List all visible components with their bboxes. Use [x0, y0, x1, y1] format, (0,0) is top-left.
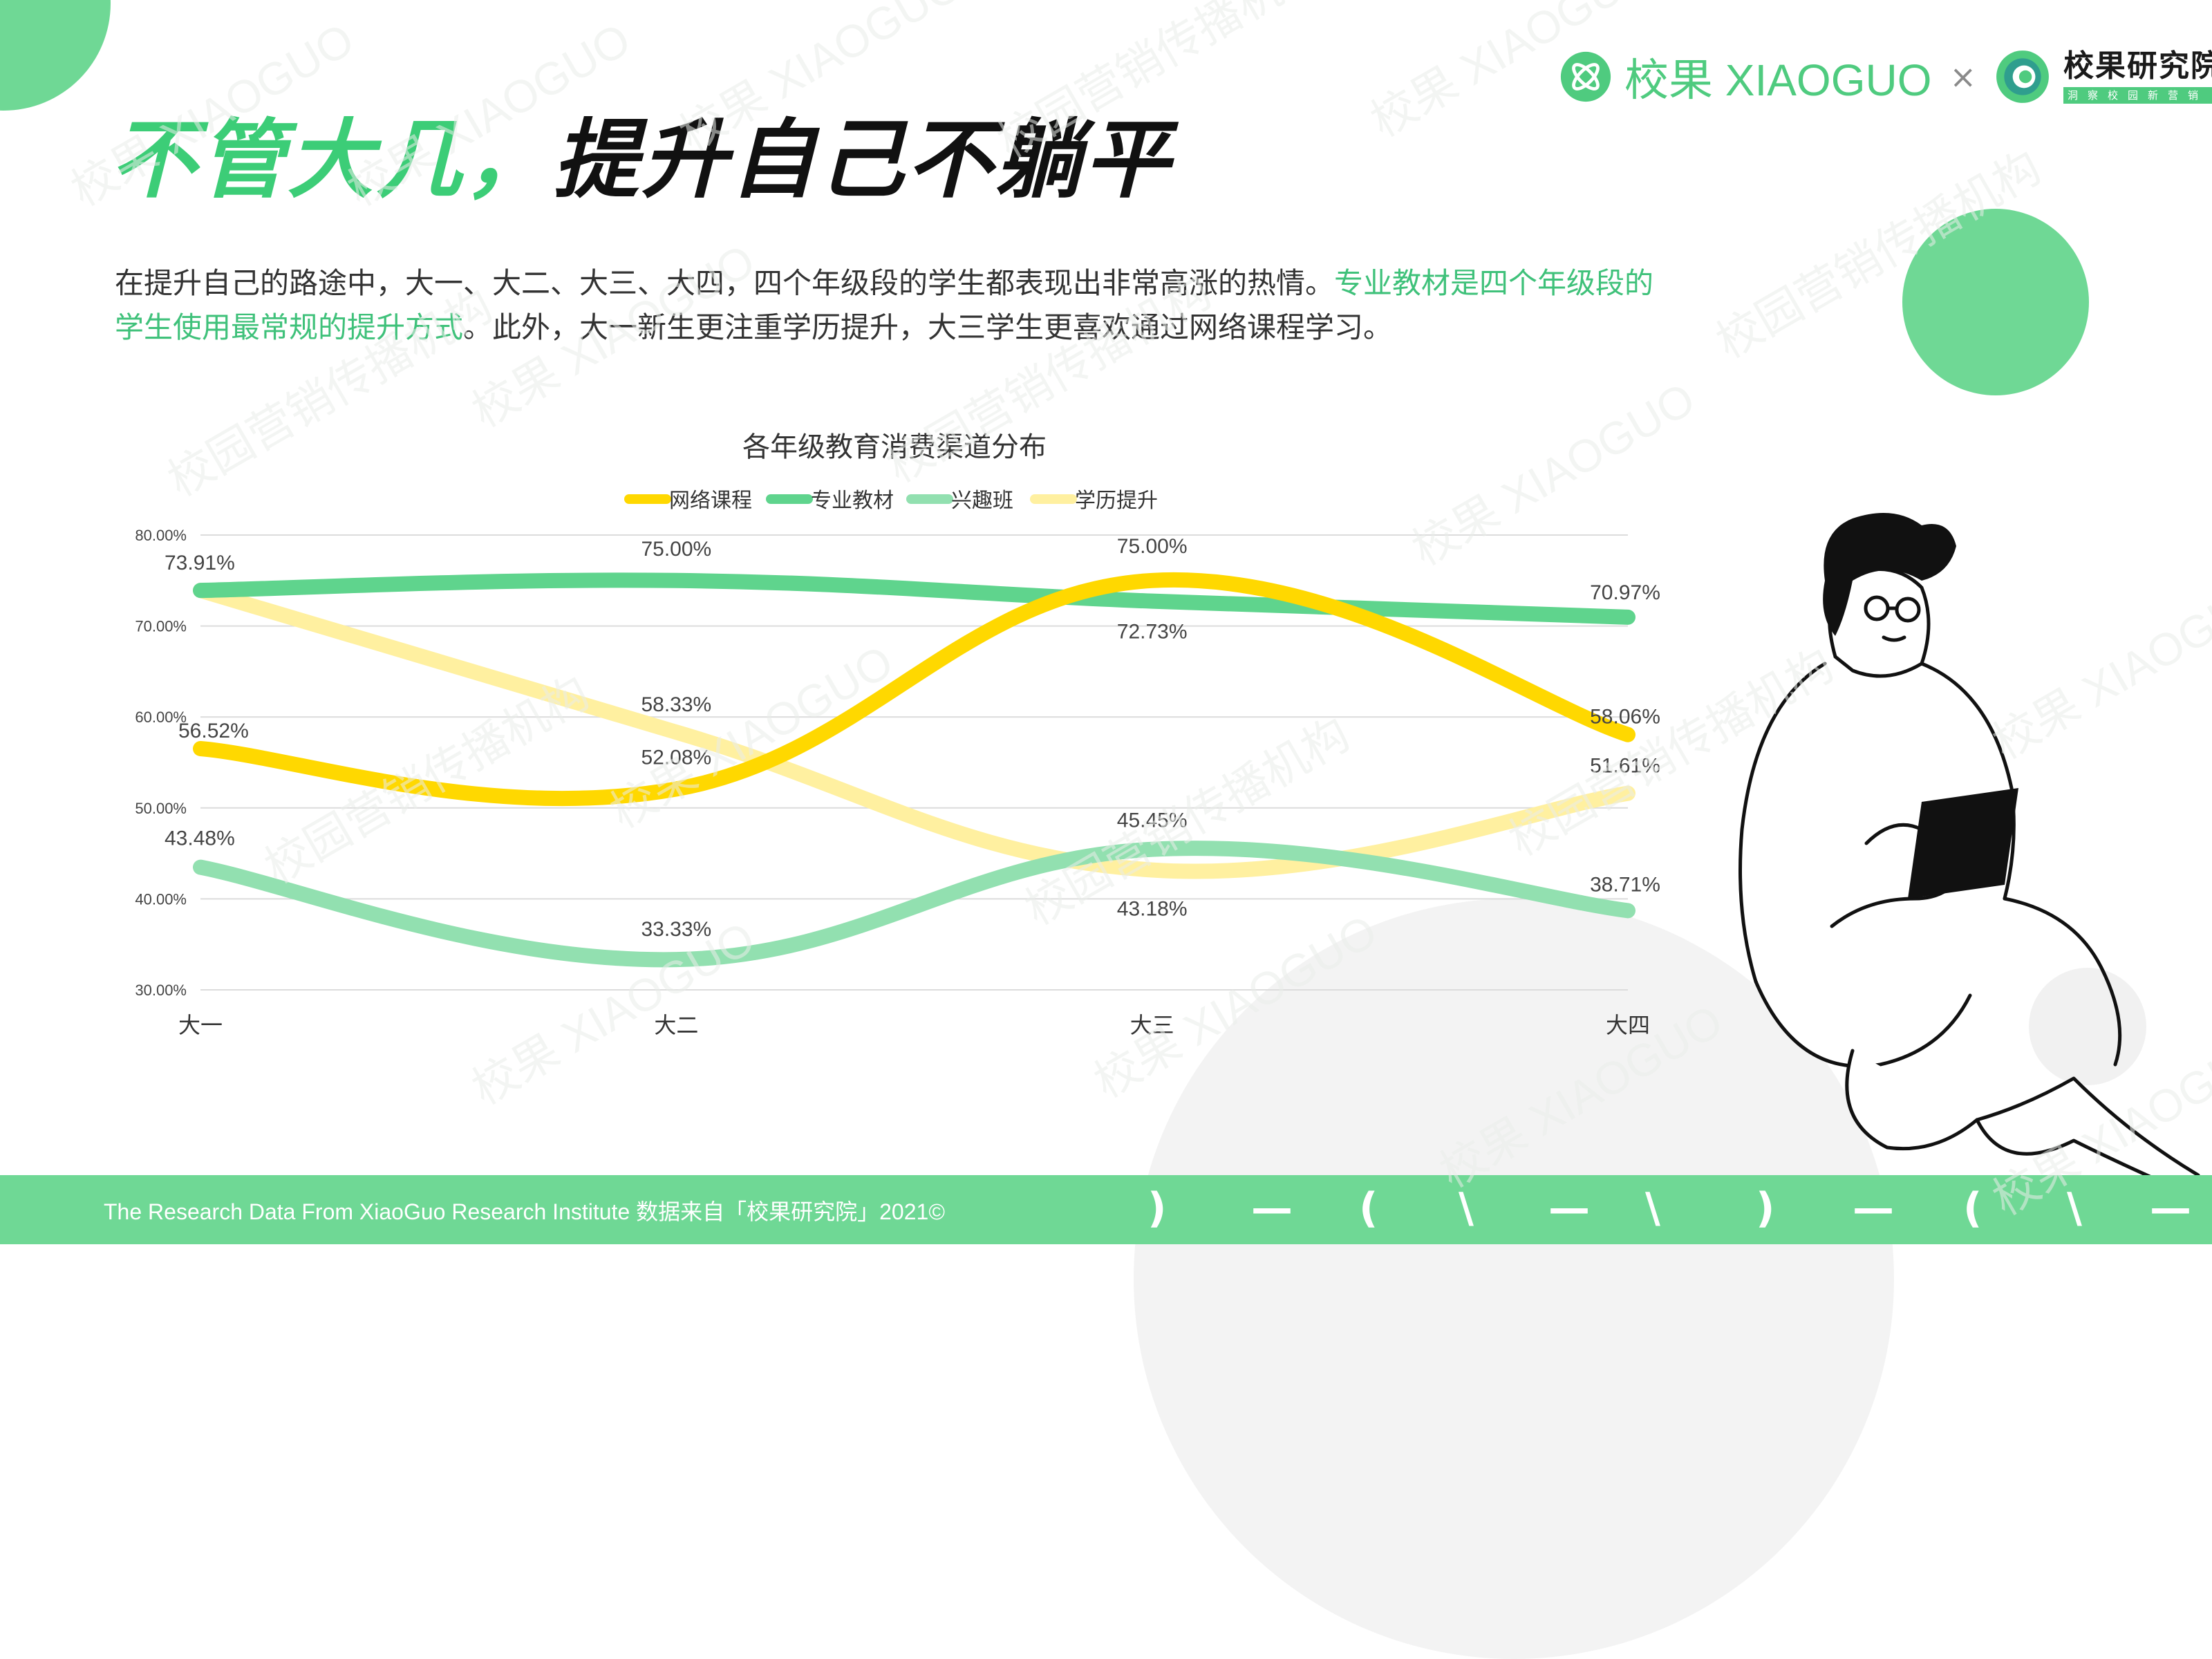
footer-glyph: \: [1459, 1184, 1474, 1232]
y-tick-label: 70.00%: [135, 618, 187, 635]
footer-glyph: ): [1147, 1184, 1167, 1232]
x-tick-label: 大三: [1130, 1012, 1174, 1038]
data-label: 75.00%: [1117, 535, 1188, 558]
data-label: 38.71%: [1590, 873, 1660, 896]
footer-text: The Research Data From XiaoGuo Research …: [104, 1199, 945, 1224]
footer-glyph: \: [1645, 1184, 1660, 1232]
y-tick-label: 30.00%: [135, 982, 187, 999]
intro-highlight: 专业教材是四个年级段的学生使用最常规的提升方式: [115, 266, 1654, 344]
data-label: 43.18%: [1117, 898, 1188, 921]
footer-glyph: —: [1853, 1184, 1894, 1232]
footer-glyph: (: [1359, 1184, 1378, 1232]
footer-glyph: —: [2150, 1184, 2191, 1232]
institute-logo-icon: [1996, 50, 2049, 103]
student-with-tablet-illustration: [1738, 513, 2200, 1191]
y-tick-label: 60.00%: [135, 709, 187, 726]
brand-logos: 校果 XIAOGUO × 校果研究院 洞察校园新营销: [1559, 46, 2212, 108]
footer-glyph: (: [1963, 1184, 1983, 1232]
data-label: 58.06%: [1590, 706, 1660, 729]
decorative-green-circle-right: [1902, 209, 2089, 395]
data-label: 33.33%: [641, 918, 711, 941]
data-label: 52.08%: [641, 746, 711, 769]
page-title: 不管大几，提升自己不躺平: [111, 90, 1172, 214]
y-tick-label: 50.00%: [135, 800, 187, 817]
xiaoguo-brand-text: 校果 XIAOGUO: [1624, 55, 1932, 105]
series-line-2: [193, 841, 1635, 968]
series-line-0: [193, 572, 1635, 807]
decorative-gray-circle-small: [2029, 968, 2146, 1085]
intro-text-part2: 。此外，大一新生更注重学历提升，大三学生更喜欢通过网络课程学习。: [463, 310, 1393, 344]
tablet-device: [1908, 788, 2018, 899]
intro-text-part1: 在提升自己的路途中，大一、大二、大三、大四，四个年级段的学生都表现出非常高涨的热…: [115, 266, 1335, 300]
hair-shape: [1823, 513, 1956, 636]
page-title-part1: 不管大几，: [111, 111, 554, 210]
institute-brand-text: 校果研究院: [2063, 48, 2212, 84]
footer-glyph: —: [1548, 1184, 1590, 1232]
footer-glyph: \: [2067, 1184, 2082, 1232]
institute-brand-subtitle: 洞察校园新营销: [2063, 87, 2212, 104]
series-line-1: [193, 572, 1635, 625]
data-label: 73.91%: [165, 552, 235, 574]
legend-label-1: 专业教材: [811, 489, 894, 513]
page-title-part2: 提升自己不躺平: [553, 111, 1173, 210]
x-tick-label: 大二: [654, 1012, 698, 1038]
xiaoguo-logo-icon: [1560, 51, 1611, 102]
y-tick-label: 40.00%: [135, 890, 187, 908]
data-label: 45.45%: [1117, 809, 1188, 832]
y-tick-label: 80.00%: [135, 527, 187, 544]
data-label: 51.61%: [1590, 755, 1660, 778]
footer-glyph: ): [1756, 1184, 1775, 1232]
legend-label-3: 学历提升: [1075, 489, 1158, 513]
legend-label-2: 兴趣班: [951, 489, 1013, 513]
data-label: 70.97%: [1590, 581, 1660, 604]
series-line-3: [193, 583, 1635, 879]
intro-paragraph: 在提升自己的路途中，大一、大二、大三、大四，四个年级段的学生都表现出非常高涨的热…: [115, 261, 1677, 350]
x-tick-label: 大四: [1606, 1012, 1650, 1038]
chart-title: 各年级教育消费渠道分布: [742, 431, 1047, 463]
data-label: 56.52%: [178, 720, 249, 742]
footer-glyph: —: [1251, 1184, 1293, 1232]
data-label: 75.00%: [641, 538, 711, 561]
footer-bar: The Research Data From XiaoGuo Research …: [0, 1175, 2212, 1244]
legend-label-0: 网络课程: [669, 489, 752, 513]
brand-times-symbol: ×: [1949, 58, 1977, 95]
data-label: 72.73%: [1117, 621, 1188, 644]
data-label: 58.33%: [641, 693, 711, 716]
x-tick-label: 大一: [178, 1012, 223, 1038]
data-label: 43.48%: [165, 827, 235, 850]
